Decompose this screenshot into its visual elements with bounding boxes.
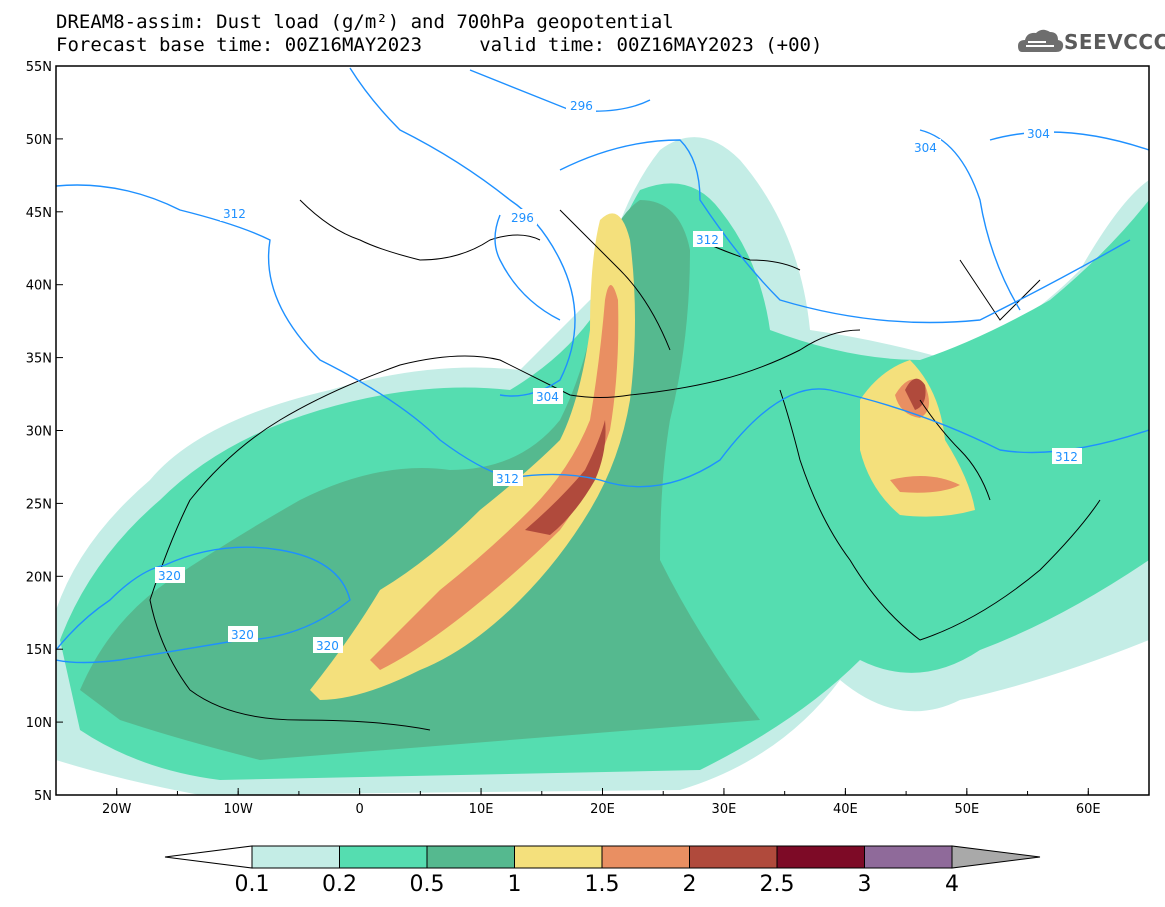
lat-axis: 5N 10N 15N 20N 25N 30N 35N 40N 45N 50N 55N	[26, 60, 63, 804]
lat-tick-label: 10N	[26, 716, 52, 731]
lat-tick-label: 15N	[26, 643, 52, 658]
lat-tick-label: 5N	[34, 789, 52, 804]
lon-tick-label: 10E	[469, 802, 494, 817]
dust-fields	[56, 137, 1149, 795]
chart-title: DREAM8-assim: Dust load (g/m²) and 700hP…	[56, 11, 674, 33]
colorbar-label: 1	[507, 872, 522, 897]
lat-tick-label: 55N	[26, 60, 52, 75]
lat-tick-label: 25N	[26, 497, 52, 512]
contour-label: 320	[316, 639, 339, 653]
colorbar-label: 0.1	[234, 872, 270, 897]
contour-labels: 296 296 304 304 304 312 312 312 312 320 …	[155, 97, 1082, 653]
colorbar-segment	[426, 845, 515, 869]
colorbar-label: 2	[682, 872, 697, 897]
colorbar-segment	[864, 845, 953, 869]
colorbar-label: 0.2	[322, 872, 357, 897]
colorbar-label: 3	[857, 872, 872, 897]
chart-subtitle: Forecast base time: 00Z16MAY2023 valid t…	[56, 34, 823, 56]
lon-tick-label: 30E	[712, 802, 737, 817]
dust-band-2-iraq	[905, 378, 926, 410]
colorbar-label: 1.5	[584, 872, 620, 897]
colorbar-segment	[514, 845, 603, 869]
colorbar-segment	[776, 845, 865, 869]
lon-tick-label: 20E	[590, 802, 615, 817]
contour-label: 304	[914, 141, 937, 155]
logo-text: SEEVCCC	[1064, 30, 1165, 54]
geopotential-contours	[56, 67, 1149, 664]
contour-label: 296	[570, 99, 593, 113]
contour-label: 320	[158, 569, 181, 583]
colorbar-segment	[689, 845, 778, 869]
lat-tick-label: 40N	[26, 279, 52, 294]
lat-tick-label: 35N	[26, 352, 52, 367]
dust-band-1.5-arabia	[890, 476, 960, 493]
lat-tick-label: 20N	[26, 570, 52, 585]
lon-tick-label: 0	[355, 802, 363, 817]
lon-axis: 20W 10W 0 10E 20E 30E 40E 50E 60E	[55, 788, 1150, 817]
contour-label: 312	[223, 207, 246, 221]
contour-label: 312	[696, 233, 719, 247]
contour-label: 304	[1027, 127, 1050, 141]
colorbar-segment	[339, 845, 428, 869]
colorbar-label: 4	[945, 872, 959, 897]
dust-band-1-arabia	[860, 360, 975, 517]
colorbar-label: 2.5	[759, 872, 795, 897]
colorbar-under-triangle	[164, 845, 253, 869]
colorbar-segment	[251, 845, 340, 869]
colorbar-label: 0.5	[409, 872, 445, 897]
contour-label: 312	[1055, 450, 1078, 464]
cloud-icon	[1018, 29, 1064, 52]
contour-label: 320	[231, 628, 254, 642]
lon-tick-label: 10W	[223, 802, 253, 817]
lat-tick-label: 45N	[26, 206, 52, 221]
colorbar-segment	[601, 845, 690, 869]
lat-tick-label: 50N	[26, 133, 52, 148]
colorbar-over-triangle	[951, 845, 1041, 869]
coastlines	[149, 199, 1101, 731]
contour-label: 296	[511, 211, 534, 225]
contour-label: 304	[536, 390, 559, 404]
lon-tick-label: 20W	[102, 802, 132, 817]
dust-band-1.5	[370, 285, 619, 670]
lat-tick-label: 30N	[26, 425, 52, 440]
colorbar	[164, 845, 1041, 869]
contour-label: 312	[496, 472, 519, 486]
lon-tick-label: 50E	[954, 802, 979, 817]
lon-tick-label: 40E	[833, 802, 858, 817]
lon-tick-label: 60E	[1076, 802, 1101, 817]
